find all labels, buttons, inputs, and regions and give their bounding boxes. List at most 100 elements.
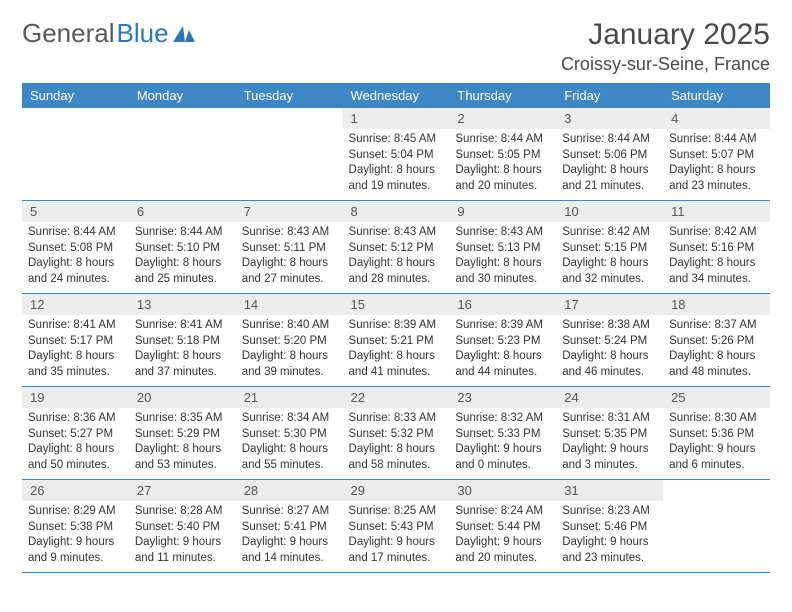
sunset-line: Sunset: 5:17 PM (28, 334, 123, 350)
sunset-line: Sunset: 5:10 PM (135, 241, 230, 257)
logo-text-1: General (22, 18, 115, 49)
daylight-line: Daylight: 9 hours and 3 minutes. (562, 442, 657, 473)
daylight-line: Daylight: 9 hours and 23 minutes. (562, 535, 657, 566)
day-number-cell: 21 (236, 387, 343, 409)
daylight-line: Daylight: 8 hours and 50 minutes. (28, 442, 123, 473)
sunset-line: Sunset: 5:21 PM (349, 334, 444, 350)
weekday-header: Wednesday (343, 83, 450, 108)
sunrise-line: Sunrise: 8:37 AM (669, 318, 764, 334)
daylight-line: Daylight: 8 hours and 19 minutes. (349, 163, 444, 194)
logo-icon (173, 24, 197, 44)
day-detail-cell: Sunrise: 8:44 AMSunset: 5:08 PMDaylight:… (22, 222, 129, 294)
day-number-cell (663, 480, 770, 502)
day-detail-row: Sunrise: 8:45 AMSunset: 5:04 PMDaylight:… (22, 129, 770, 201)
day-detail-cell: Sunrise: 8:43 AMSunset: 5:11 PMDaylight:… (236, 222, 343, 294)
day-detail-cell: Sunrise: 8:24 AMSunset: 5:44 PMDaylight:… (449, 501, 556, 573)
weekday-header: Tuesday (236, 83, 343, 108)
day-detail-cell: Sunrise: 8:31 AMSunset: 5:35 PMDaylight:… (556, 408, 663, 480)
weekday-header: Friday (556, 83, 663, 108)
sunrise-line: Sunrise: 8:31 AM (562, 411, 657, 427)
day-number-cell: 26 (22, 480, 129, 502)
daylight-line: Daylight: 8 hours and 30 minutes. (455, 256, 550, 287)
sunrise-line: Sunrise: 8:34 AM (242, 411, 337, 427)
sunrise-line: Sunrise: 8:39 AM (455, 318, 550, 334)
sunset-line: Sunset: 5:36 PM (669, 427, 764, 443)
sunset-line: Sunset: 5:30 PM (242, 427, 337, 443)
day-detail-cell: Sunrise: 8:35 AMSunset: 5:29 PMDaylight:… (129, 408, 236, 480)
day-number-cell: 4 (663, 108, 770, 129)
day-number-row: 567891011 (22, 201, 770, 223)
sunset-line: Sunset: 5:27 PM (28, 427, 123, 443)
daylight-line: Daylight: 9 hours and 0 minutes. (455, 442, 550, 473)
day-detail-cell: Sunrise: 8:30 AMSunset: 5:36 PMDaylight:… (663, 408, 770, 480)
day-detail-row: Sunrise: 8:36 AMSunset: 5:27 PMDaylight:… (22, 408, 770, 480)
sunrise-line: Sunrise: 8:35 AM (135, 411, 230, 427)
day-detail-cell: Sunrise: 8:34 AMSunset: 5:30 PMDaylight:… (236, 408, 343, 480)
day-number-cell: 29 (343, 480, 450, 502)
day-number-cell: 6 (129, 201, 236, 223)
sunrise-line: Sunrise: 8:25 AM (349, 504, 444, 520)
sunrise-line: Sunrise: 8:41 AM (135, 318, 230, 334)
day-number-cell: 18 (663, 294, 770, 316)
sunrise-line: Sunrise: 8:27 AM (242, 504, 337, 520)
day-detail-cell: Sunrise: 8:33 AMSunset: 5:32 PMDaylight:… (343, 408, 450, 480)
sunrise-line: Sunrise: 8:32 AM (455, 411, 550, 427)
day-detail-cell: Sunrise: 8:41 AMSunset: 5:18 PMDaylight:… (129, 315, 236, 387)
sunrise-line: Sunrise: 8:42 AM (562, 225, 657, 241)
sunset-line: Sunset: 5:24 PM (562, 334, 657, 350)
day-number-cell: 9 (449, 201, 556, 223)
day-detail-cell: Sunrise: 8:39 AMSunset: 5:23 PMDaylight:… (449, 315, 556, 387)
daylight-line: Daylight: 8 hours and 24 minutes. (28, 256, 123, 287)
sunrise-line: Sunrise: 8:45 AM (349, 132, 444, 148)
sunrise-line: Sunrise: 8:40 AM (242, 318, 337, 334)
daylight-line: Daylight: 8 hours and 20 minutes. (455, 163, 550, 194)
day-detail-cell: Sunrise: 8:36 AMSunset: 5:27 PMDaylight:… (22, 408, 129, 480)
day-detail-cell (663, 501, 770, 573)
day-detail-cell: Sunrise: 8:42 AMSunset: 5:15 PMDaylight:… (556, 222, 663, 294)
weekday-header: Sunday (22, 83, 129, 108)
day-number-cell (129, 108, 236, 129)
sunset-line: Sunset: 5:11 PM (242, 241, 337, 257)
daylight-line: Daylight: 9 hours and 20 minutes. (455, 535, 550, 566)
day-number-cell: 20 (129, 387, 236, 409)
sunrise-line: Sunrise: 8:36 AM (28, 411, 123, 427)
day-detail-row: Sunrise: 8:29 AMSunset: 5:38 PMDaylight:… (22, 501, 770, 573)
day-detail-cell: Sunrise: 8:40 AMSunset: 5:20 PMDaylight:… (236, 315, 343, 387)
weekday-header: Thursday (449, 83, 556, 108)
daylight-line: Daylight: 8 hours and 58 minutes. (349, 442, 444, 473)
daylight-line: Daylight: 8 hours and 35 minutes. (28, 349, 123, 380)
day-detail-cell: Sunrise: 8:43 AMSunset: 5:12 PMDaylight:… (343, 222, 450, 294)
day-number-cell: 28 (236, 480, 343, 502)
sunrise-line: Sunrise: 8:33 AM (349, 411, 444, 427)
calendar-header: SundayMondayTuesdayWednesdayThursdayFrid… (22, 83, 770, 108)
day-number-cell (236, 108, 343, 129)
day-number-cell: 7 (236, 201, 343, 223)
daylight-line: Daylight: 8 hours and 48 minutes. (669, 349, 764, 380)
sunrise-line: Sunrise: 8:42 AM (669, 225, 764, 241)
sunset-line: Sunset: 5:23 PM (455, 334, 550, 350)
sunrise-line: Sunrise: 8:29 AM (28, 504, 123, 520)
daylight-line: Daylight: 9 hours and 6 minutes. (669, 442, 764, 473)
day-number-row: 19202122232425 (22, 387, 770, 409)
day-detail-cell: Sunrise: 8:44 AMSunset: 5:05 PMDaylight:… (449, 129, 556, 201)
day-detail-cell: Sunrise: 8:42 AMSunset: 5:16 PMDaylight:… (663, 222, 770, 294)
day-detail-cell: Sunrise: 8:44 AMSunset: 5:06 PMDaylight:… (556, 129, 663, 201)
day-detail-cell: Sunrise: 8:39 AMSunset: 5:21 PMDaylight:… (343, 315, 450, 387)
day-number-cell: 8 (343, 201, 450, 223)
daylight-line: Daylight: 8 hours and 53 minutes. (135, 442, 230, 473)
sunset-line: Sunset: 5:40 PM (135, 520, 230, 536)
sunrise-line: Sunrise: 8:43 AM (455, 225, 550, 241)
day-detail-row: Sunrise: 8:41 AMSunset: 5:17 PMDaylight:… (22, 315, 770, 387)
day-number-cell: 25 (663, 387, 770, 409)
sunrise-line: Sunrise: 8:30 AM (669, 411, 764, 427)
sunrise-line: Sunrise: 8:41 AM (28, 318, 123, 334)
day-detail-cell: Sunrise: 8:41 AMSunset: 5:17 PMDaylight:… (22, 315, 129, 387)
day-detail-cell: Sunrise: 8:23 AMSunset: 5:46 PMDaylight:… (556, 501, 663, 573)
daylight-line: Daylight: 8 hours and 55 minutes. (242, 442, 337, 473)
logo-text-2: Blue (117, 18, 169, 49)
sunset-line: Sunset: 5:41 PM (242, 520, 337, 536)
sunrise-line: Sunrise: 8:24 AM (455, 504, 550, 520)
daylight-line: Daylight: 8 hours and 37 minutes. (135, 349, 230, 380)
day-detail-cell (129, 129, 236, 201)
day-number-cell: 17 (556, 294, 663, 316)
